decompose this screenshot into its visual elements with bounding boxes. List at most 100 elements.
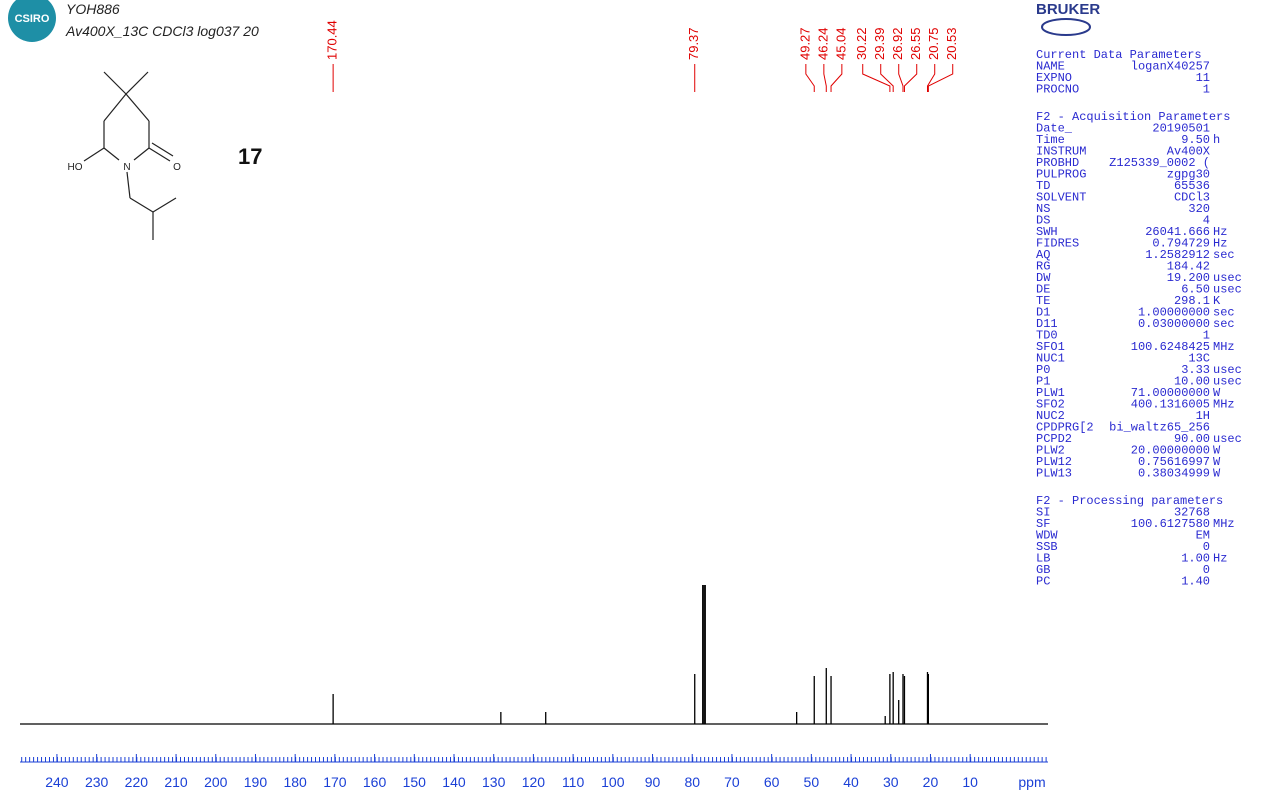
- param-name: GB: [1036, 563, 1050, 577]
- peak-label: 20.53: [944, 27, 959, 60]
- atom-label: N: [123, 162, 130, 173]
- peak-label: 170.44: [325, 20, 340, 60]
- param-name: D1: [1036, 306, 1050, 320]
- x-tick-label: 170: [323, 774, 347, 790]
- param-name: LB: [1036, 552, 1050, 566]
- param-value: 1: [1203, 329, 1210, 343]
- param-unit: h: [1213, 133, 1220, 147]
- param-unit: sec: [1213, 317, 1235, 331]
- param-value: 10.00: [1174, 375, 1210, 389]
- param-value: 3.33: [1181, 363, 1210, 377]
- param-unit: Hz: [1213, 237, 1227, 251]
- peak-label: 30.22: [854, 27, 869, 60]
- x-tick-label: 80: [684, 774, 700, 790]
- peak-label: 79.37: [686, 27, 701, 60]
- param-name: DS: [1036, 214, 1050, 228]
- param-name: PLW1: [1036, 386, 1065, 400]
- param-value: 71.00000000: [1131, 386, 1210, 400]
- peak-label: 26.92: [890, 27, 905, 60]
- peak-label-connector: [926, 64, 936, 92]
- x-tick-label: 90: [645, 774, 661, 790]
- param-value: 184.42: [1167, 260, 1210, 274]
- param-value: 1.40: [1181, 575, 1210, 589]
- param-unit: W: [1213, 455, 1221, 469]
- x-tick-label: 50: [804, 774, 820, 790]
- peak-label-connector: [903, 64, 918, 92]
- x-tick-label: 120: [522, 774, 546, 790]
- param-value: 0: [1203, 563, 1210, 577]
- brand-swoosh: [1041, 18, 1091, 36]
- param-value: 4: [1203, 214, 1210, 228]
- param-value: 400.1316005: [1131, 398, 1210, 412]
- param-value: 0.75616997: [1138, 455, 1210, 469]
- param-value: 65536: [1174, 179, 1210, 193]
- atom-label: O: [173, 162, 181, 173]
- param-name: NAME: [1036, 60, 1065, 74]
- param-value: 32768: [1174, 506, 1210, 520]
- x-tick-label: 190: [244, 774, 268, 790]
- param-name: NUC1: [1036, 352, 1065, 366]
- peak-label: 29.39: [872, 27, 887, 60]
- sample-name: YOH886: [66, 1, 120, 17]
- x-tick-label: 240: [45, 774, 69, 790]
- param-unit: W: [1213, 444, 1221, 458]
- param-name: AQ: [1036, 248, 1050, 262]
- param-value: 0: [1203, 540, 1210, 554]
- x-tick-label: 20: [923, 774, 939, 790]
- x-tick-label: 220: [125, 774, 149, 790]
- x-tick-label: 10: [962, 774, 978, 790]
- param-name: D11: [1036, 317, 1058, 331]
- peak-label: 45.04: [833, 27, 848, 60]
- x-tick-label: 60: [764, 774, 780, 790]
- param-name: NS: [1036, 202, 1050, 216]
- x-tick-label: 140: [442, 774, 466, 790]
- param-name: PLW13: [1036, 467, 1072, 481]
- param-name: SFO2: [1036, 398, 1065, 412]
- peak-label-connector: [927, 64, 954, 92]
- peak-label: 26.55: [908, 27, 923, 60]
- param-value: 19.200: [1167, 271, 1210, 285]
- peak-label-connector: [805, 64, 815, 92]
- compound-label: 17: [238, 144, 262, 169]
- param-value: EM: [1196, 529, 1210, 543]
- param-value: 100.6248425: [1131, 340, 1210, 354]
- param-unit: MHz: [1213, 398, 1235, 412]
- param-name: TD0: [1036, 329, 1058, 343]
- param-unit: usec: [1213, 375, 1242, 389]
- param-value: 26041.666: [1145, 225, 1210, 239]
- param-name: PROCNO: [1036, 83, 1079, 97]
- param-value: 1H: [1196, 409, 1210, 423]
- param-name: P0: [1036, 363, 1050, 377]
- peak-label: 49.27: [797, 27, 812, 60]
- param-value: 0.794729: [1152, 237, 1210, 251]
- param-value: 1.00: [1181, 552, 1210, 566]
- param-name: PLW2: [1036, 444, 1065, 458]
- peak-label-connector: [830, 64, 843, 92]
- x-tick-label: 180: [283, 774, 307, 790]
- param-unit: MHz: [1213, 340, 1235, 354]
- param-name: SI: [1036, 506, 1050, 520]
- param-name: SWH: [1036, 225, 1058, 239]
- param-unit: sec: [1213, 306, 1235, 320]
- param-group-title: F2 - Processing parameters: [1036, 494, 1223, 508]
- param-name: FIDRES: [1036, 237, 1079, 251]
- x-tick-label: 230: [85, 774, 109, 790]
- x-tick-label: 210: [164, 774, 188, 790]
- plot: 170.44 79.37 49.27 46.24 45.04 30.22 29.39 26.9…: [20, 20, 1048, 790]
- x-tick-label: 100: [601, 774, 625, 790]
- param-value: 298.1: [1174, 294, 1210, 308]
- x-tick-label: 130: [482, 774, 506, 790]
- param-value: 20190501: [1152, 122, 1210, 136]
- peak-label-connector: [880, 64, 894, 92]
- param-name: SF: [1036, 517, 1050, 531]
- param-name: P1: [1036, 375, 1050, 389]
- x-tick-label: 150: [403, 774, 427, 790]
- param-name: PULPROG: [1036, 168, 1086, 182]
- param-name: SFO1: [1036, 340, 1065, 354]
- param-unit: usec: [1213, 271, 1242, 285]
- param-value: 1.2582912: [1145, 248, 1210, 262]
- param-value: bi_waltz65_256: [1109, 421, 1210, 435]
- param-name: PCPD2: [1036, 432, 1072, 446]
